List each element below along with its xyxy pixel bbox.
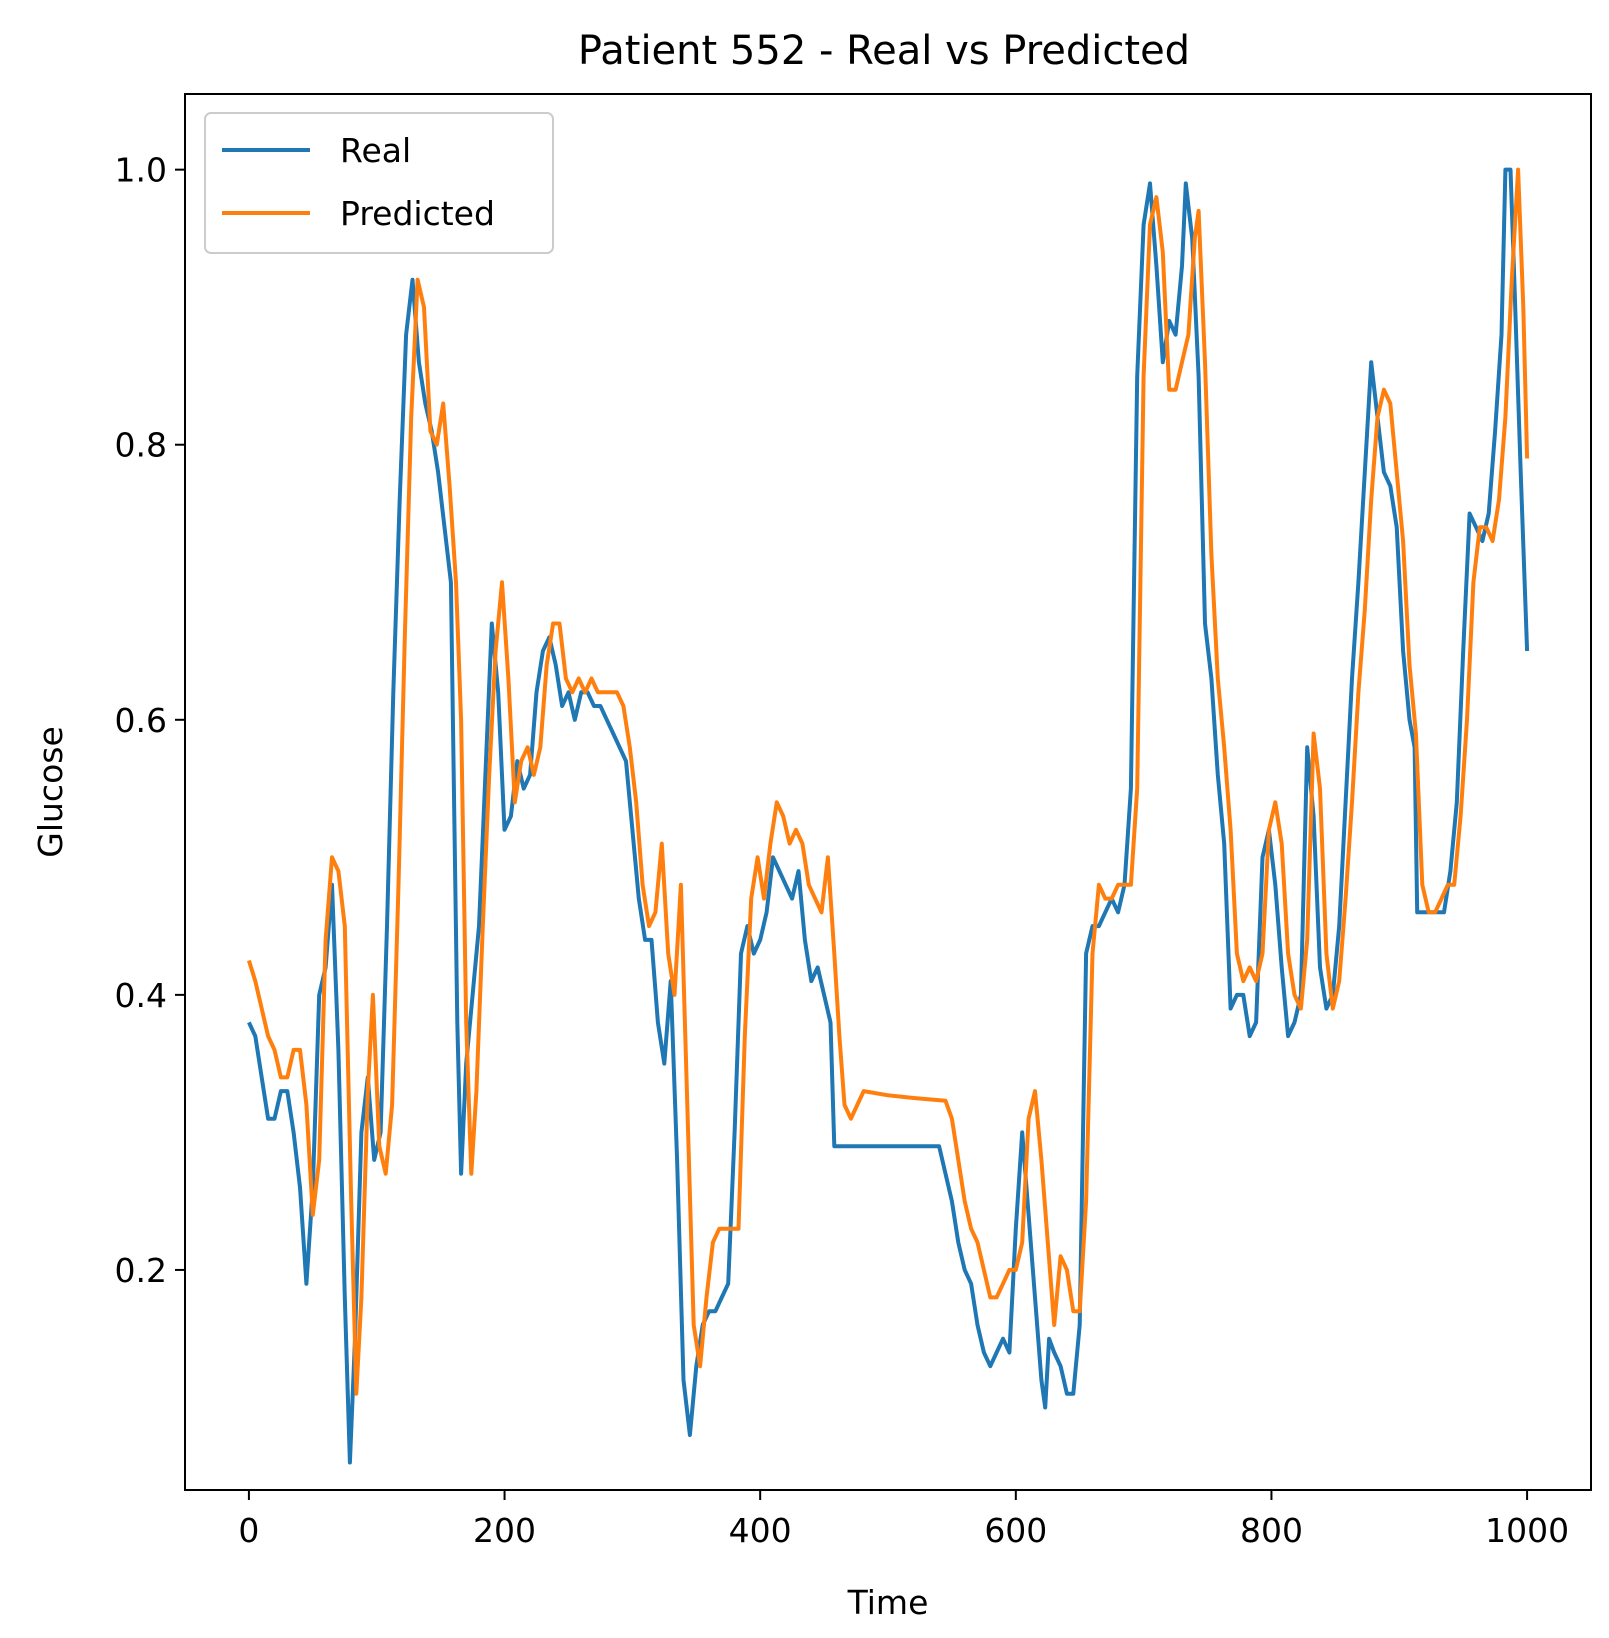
series-line-real <box>247 167 1530 1465</box>
x-tick-label: 600 <box>984 1511 1047 1550</box>
chart-title: Patient 552 - Real vs Predicted <box>578 28 1190 74</box>
legend-label-real: Real <box>340 131 411 170</box>
x-tick-label: 0 <box>238 1511 259 1550</box>
y-tick-label: 0.8 <box>115 426 167 465</box>
legend: Real Predicted <box>204 112 554 254</box>
x-tick-label: 400 <box>729 1511 792 1550</box>
y-tick-label: 0.2 <box>115 1251 167 1290</box>
series-line-predicted <box>246 167 1530 1396</box>
x-tick-label: 800 <box>1240 1511 1303 1550</box>
y-tick-label: 1.0 <box>115 151 167 190</box>
x-tick-label: 1000 <box>1485 1511 1569 1550</box>
y-tick-label: 0.4 <box>115 976 167 1015</box>
y-axis: 0.2 0.4 0.6 0.8 1.0 <box>115 151 185 1290</box>
x-tick-label: 200 <box>473 1511 536 1550</box>
plot-area <box>246 167 1530 1465</box>
legend-label-predicted: Predicted <box>340 194 495 233</box>
x-axis: 0 200 400 600 800 1000 <box>238 1490 1569 1550</box>
y-axis-label: Glucose <box>31 726 70 857</box>
x-axis-label: Time <box>847 1583 929 1622</box>
y-tick-label: 0.6 <box>115 701 167 740</box>
plot-frame <box>184 93 1592 1491</box>
